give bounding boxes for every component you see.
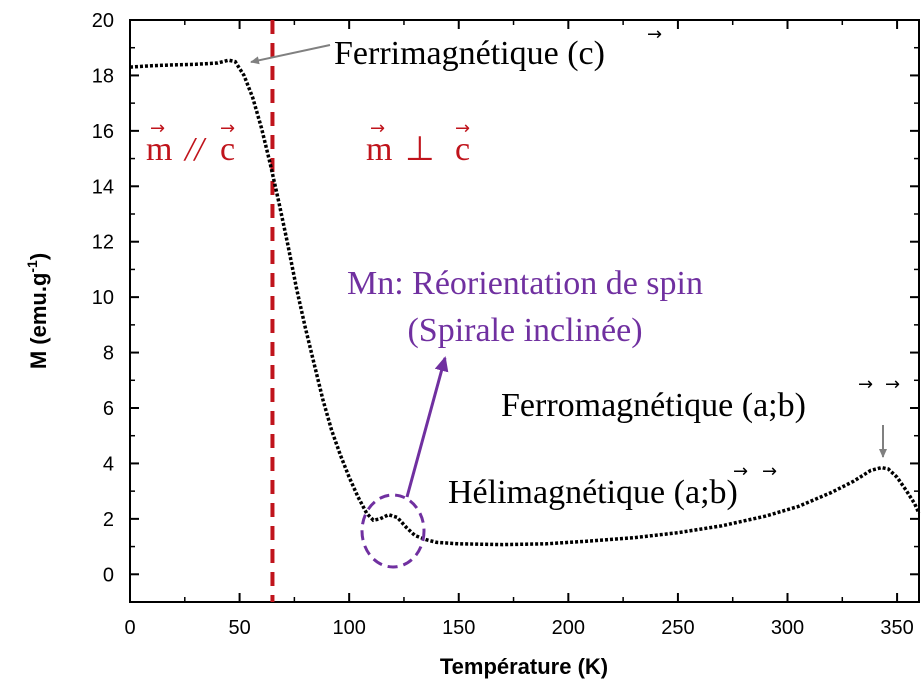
y-tick-label: 14 [92,176,114,198]
heli-vec-arrow-a: → [733,461,748,482]
svg-text:→: → [220,118,235,139]
y-axis-title: M (emu.g-1) [24,253,51,369]
ferri-vec-arrow: → [647,24,662,45]
heli-label: Hélimagnétique (a;b) [448,474,738,511]
ferri-arrow [250,44,331,65]
svg-text:c: c [455,131,470,168]
ferri-label: Ferrimagnétique (c) [334,35,605,72]
x-tick-label: 0 [124,617,135,639]
magnetization-curve [129,58,921,547]
svg-text:c: c [220,131,235,168]
svg-text:⊥: ⊥ [405,131,435,168]
svg-text:→: → [370,118,385,139]
axis-tick-labels: 0 50 100 150 200 250 300 350 0 2 4 6 8 10 12 14 16 18 20 [92,10,914,639]
axis-ticks [129,19,919,602]
reorientation-label-line2: (Spirale inclinée) [407,312,642,349]
x-tick-label: 250 [661,617,694,639]
ferro-label: Ferromagnétique (a;b) [501,387,806,424]
svg-text:→: → [455,118,470,139]
x-axis-title: Température (K) [440,654,608,679]
y-tick-label: 4 [103,453,114,475]
x-tick-label: 200 [552,617,585,639]
x-tick-label: 300 [771,617,804,639]
heli-vec-arrow-b: → [762,461,777,482]
plot-frame [129,19,920,603]
x-tick-label: 50 [228,617,250,639]
ferro-vec-arrow-b: → [885,374,900,395]
y-tick-label: 8 [103,343,114,365]
y-tick-label: 0 [103,564,114,586]
x-tick-label: 100 [332,617,365,639]
reorientation-arrow [405,356,449,498]
svg-text:m: m [366,131,392,168]
y-tick-label: 12 [92,232,114,254]
y-tick-label: 10 [92,287,114,309]
y-tick-label: 2 [103,509,114,531]
m-parallel-c-label: m → // c → [146,118,235,168]
y-tick-label: 18 [92,65,114,87]
svg-text://: // [183,131,207,168]
y-tick-label: 16 [92,121,114,143]
y-tick-label: 20 [92,10,114,32]
x-tick-label: 350 [880,617,913,639]
ferro-vec-arrow-a: → [858,374,873,395]
reorientation-label-line1: Mn: Réorientation de spin [347,265,703,302]
x-tick-label: 150 [442,617,475,639]
svg-text:m: m [146,131,172,168]
reorientation-highlight-circle [360,493,426,569]
m-perpendicular-c-label: m → ⊥ c → [366,118,470,168]
svg-text:→: → [150,118,165,139]
y-tick-label: 6 [103,398,114,420]
